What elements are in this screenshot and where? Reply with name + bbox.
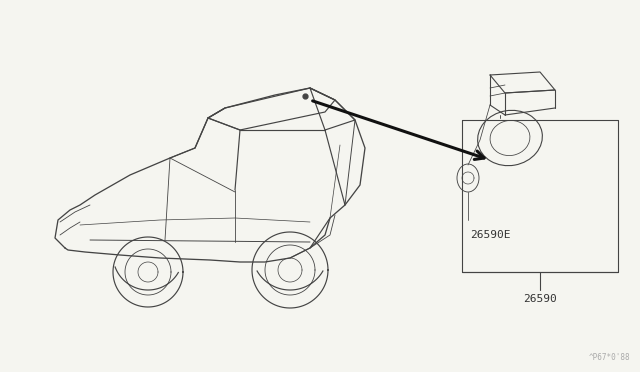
Text: 26590: 26590 bbox=[523, 294, 557, 304]
Text: ^P67*0'88: ^P67*0'88 bbox=[588, 353, 630, 362]
Text: 26590E: 26590E bbox=[470, 230, 511, 240]
